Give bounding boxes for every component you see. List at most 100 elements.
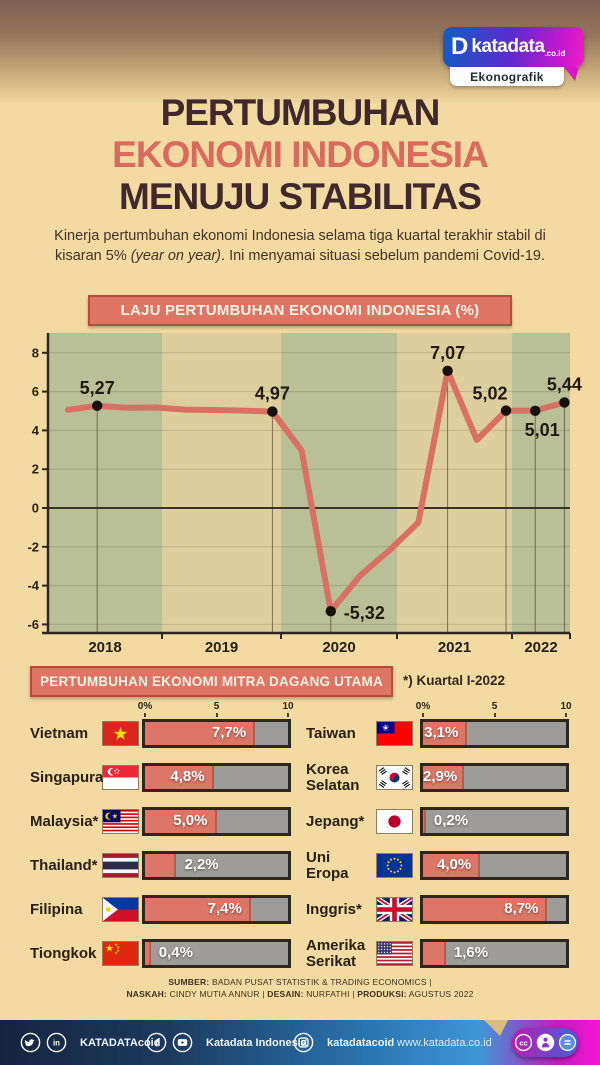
country-label: Inggris* [306,900,362,918]
data-point-label: 5,44 [547,374,582,394]
page-title: PERTUMBUHAN EKONOMI INDONESIA MENUJU STA… [0,92,600,218]
bar-track: 8,7% [420,895,569,924]
data-point-label: -5,32 [344,603,385,623]
data-point-label: 5,02 [472,384,507,404]
bar-value-label: 0,2% [433,812,469,829]
data-point-dot [500,405,512,416]
katadata-d-icon: D [451,33,469,60]
facebook-icon[interactable]: f [146,1032,167,1053]
intro-paragraph: Kinerja pertumbuhan ekonomi Indonesia se… [48,227,552,266]
bar-scale-tick [215,713,218,717]
cc-license-icon: cc [514,1033,532,1052]
chart-year-band [281,333,397,633]
bar-value-label: 0,4% [158,944,193,961]
social-group-facebook: f Katadata Indonesia [146,1020,307,1065]
credit-value: AGUSTUS 2022 [406,989,474,999]
credit-key: DESAIN: [267,989,304,999]
twitter-icon[interactable] [20,1032,41,1053]
bar-value-label: 2,2% [184,856,219,873]
country-label: Thailand* [30,856,98,874]
bar-scale-tick [287,713,289,717]
y-tick-label: 0 [32,501,39,516]
malaysia-flag-icon [103,810,138,833]
country-label: Jepang* [306,812,365,830]
line-chart-title-banner: LAJU PERTUMBUHAN EKONOMI INDONESIA (%) [88,295,512,326]
bar-fill [423,942,446,965]
data-point-dot [442,365,453,377]
twitter-handle[interactable]: KATADATAcoid [80,1036,161,1049]
intro-italic: (year on year) [130,247,222,264]
chart-year-band [162,333,281,633]
y-tick-label: -2 [28,539,39,554]
singapura-flag-icon [103,766,138,789]
filipina-flag-icon [103,898,138,921]
bar-value-label: 7,7% [211,724,247,741]
taiwan-flag-icon [377,722,412,745]
svg-text:f: f [155,1038,159,1049]
axis-year-label: 2021 [438,639,471,656]
credit-value: CINDY MUTIA ANNUR | [167,989,268,999]
bar-value-label: 2,9% [423,768,458,785]
bar-scale-label: 5 [491,701,498,712]
bar-chart-title-banner: PERTUMBUHAN EKONOMI MITRA DAGANG UTAMA [30,666,393,697]
bar-value-label: 7,4% [207,900,242,917]
bar-value-label: 4,8% [170,768,205,785]
amerika-serikat-flag-icon [377,942,412,965]
website-url[interactable]: www.katadata.co.id [397,1036,492,1049]
facebook-handle[interactable]: Katadata Indonesia [206,1036,307,1049]
bar-scale-label: 10 [560,701,572,712]
bar-track: 0,4% [142,939,291,968]
speech-tail-icon [484,1020,508,1036]
growth-line [65,367,568,615]
jepang-flag-icon [377,810,412,833]
linkedin-icon[interactable]: in [46,1032,67,1053]
instagram-icon[interactable] [293,1032,314,1053]
katadata-logo-plate: D katadata .co.id [443,27,584,67]
credit-key: PRODUKSI: [357,989,407,999]
instagram-handle[interactable]: katadatacoid [327,1036,395,1049]
bar-fill [145,722,256,745]
credit-key: SUMBER: [168,977,210,987]
bar-value-label: 3,1% [424,724,459,741]
footer-bar: in KATADATAcoid f Katadata Indonesia kat… [0,1020,600,1065]
bar-track: 5,0% [142,807,291,836]
data-point-label: 5,27 [80,378,115,398]
bar-scale-label: 10 [282,701,294,712]
social-group-twitter: in KATADATAcoid [20,1020,160,1065]
bar-fill [423,898,548,921]
svg-text:cc: cc [519,1038,527,1047]
creative-commons-badge: cc [512,1028,578,1057]
website-url-group: www.katadata.co.id [397,1020,492,1065]
bar-fill [145,766,214,789]
y-tick-label: 8 [32,345,39,360]
cc-attribution-person-icon [536,1033,554,1052]
bar-track: 2,9% [420,763,569,792]
intro-text-2: . Ini menyamai situasi sebelum pandemi C… [221,247,545,264]
data-point-dot [559,397,570,408]
title-line-3: MENUJU STABILITAS [119,176,482,217]
bar-track: 0,2% [420,807,569,836]
youtube-icon[interactable] [172,1032,193,1053]
country-label: Vietnam [30,724,89,742]
bar-track: 4,0% [420,851,569,880]
data-point-dot [92,400,103,411]
credit-value: BADAN PUSAT STATISTIK & TRADING ECONOMIC… [209,977,432,987]
country-label: Singapura [30,768,104,786]
data-point-dot [530,405,541,417]
y-tick-label: 2 [32,462,39,477]
bar-scale-label: 0% [137,701,153,712]
country-label: Korea Selatan [306,760,360,794]
data-point-dot [325,606,336,617]
y-tick-label: -4 [28,578,40,593]
bar-value-label: 1,6% [453,944,489,961]
credit-key: NASKAH: [126,989,168,999]
intro-text: Kinerja pertumbuhan ekonomi Indonesia se… [54,228,546,264]
bar-track: 4,8% [142,763,291,792]
bar-scale-tick [565,713,567,717]
bar-track: 7,7% [142,719,291,748]
chart-year-band [48,333,162,633]
title-line-1: PERTUMBUHAN [160,92,441,133]
credit-value: NURFATHI | [303,989,358,999]
bar-scale-tick [144,713,146,717]
